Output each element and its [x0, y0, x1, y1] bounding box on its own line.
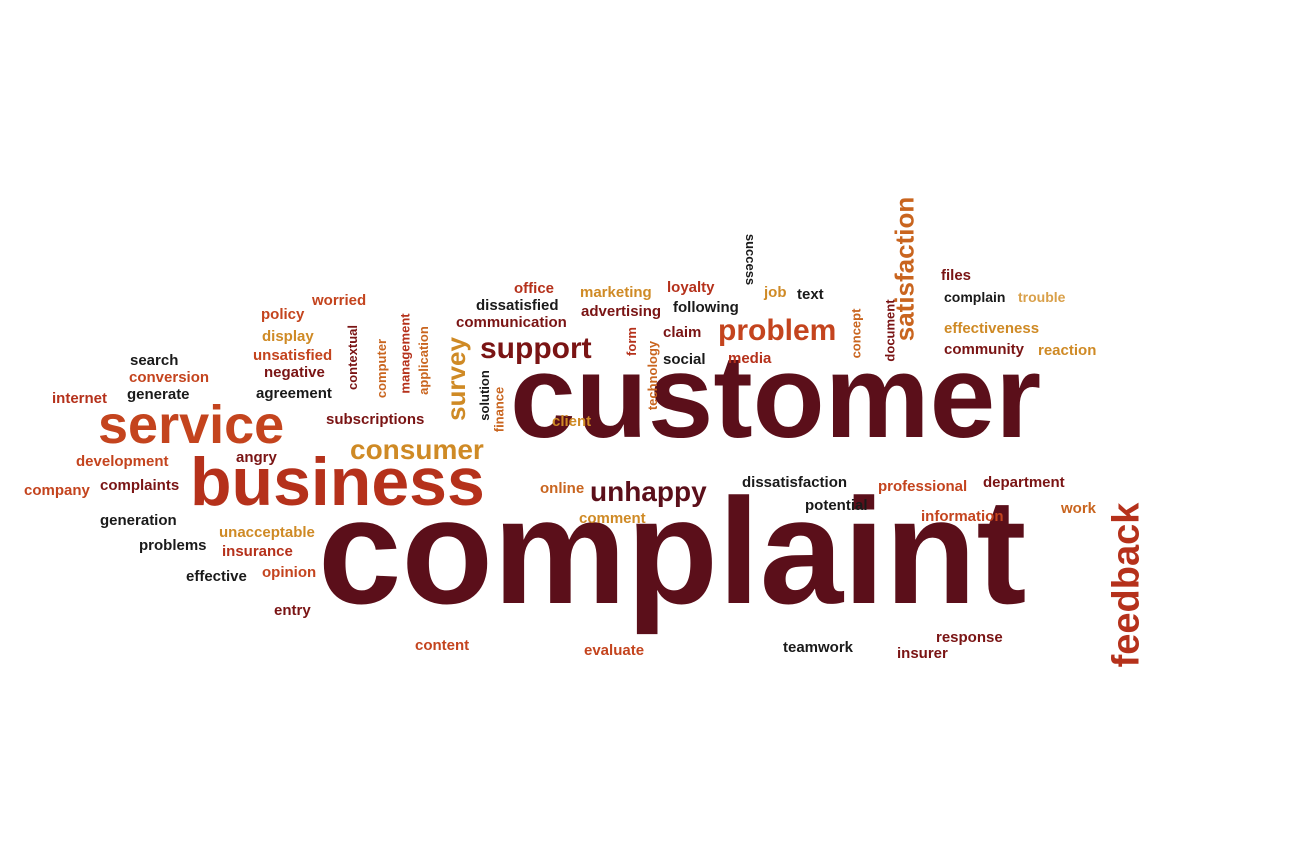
word-files: files [941, 267, 972, 284]
word-response: response [936, 629, 1003, 646]
word-following: following [673, 299, 739, 316]
word-unacceptable: unacceptable [219, 524, 315, 541]
word-online: online [540, 480, 585, 497]
word-loyalty: loyalty [667, 279, 715, 296]
word-business: business [190, 444, 485, 520]
word-work: work [1061, 500, 1097, 517]
word-evaluate: evaluate [584, 642, 645, 659]
word-information: information [921, 508, 1004, 525]
word-effective: effective [186, 568, 247, 585]
word-entry: entry [274, 602, 311, 619]
word-opinion: opinion [262, 564, 317, 581]
word-customer: customer [510, 331, 1042, 463]
word-subscriptions: subscriptions [326, 411, 425, 428]
word-community: community [944, 341, 1025, 358]
word-agreement: agreement [256, 385, 332, 402]
word-trouble: trouble [1018, 289, 1066, 305]
word-finance: finance [491, 386, 507, 433]
word-worried: worried [312, 292, 367, 309]
word-effectiveness: effectiveness [944, 320, 1040, 337]
word-marketing: marketing [580, 284, 652, 301]
word-job: job [764, 284, 787, 301]
word-social: social [663, 351, 706, 368]
word-display: display [262, 328, 314, 345]
word-dissatisfied: dissatisfied [476, 297, 559, 314]
word-policy: policy [261, 306, 305, 323]
word-reaction: reaction [1038, 342, 1097, 359]
word-media: media [728, 350, 772, 367]
word-complaints: complaints [100, 477, 180, 494]
word-potential: potential [805, 497, 868, 514]
word-communication: communication [456, 314, 567, 331]
word-professional: professional [878, 478, 968, 495]
word-application: application [415, 326, 431, 395]
word-unhappy: unhappy [590, 476, 707, 507]
word-advertising: advertising [581, 303, 662, 320]
word-computer: computer [374, 338, 390, 399]
word-text: text [797, 286, 824, 303]
word-consumer: consumer [350, 434, 484, 465]
word-unsatisfied: unsatisfied [253, 347, 333, 364]
word-survey: survey [440, 337, 471, 421]
word-problem: problem [718, 314, 837, 347]
word-negative: negative [264, 364, 325, 381]
word-teamwork: teamwork [783, 639, 854, 656]
word-insurer: insurer [897, 645, 948, 662]
word-success: success [743, 233, 759, 286]
word-complain: complain [944, 289, 1006, 305]
word-generation: generation [100, 512, 177, 529]
word-development: development [76, 453, 169, 470]
word-office: office [514, 280, 555, 297]
word-comment: comment [579, 510, 646, 527]
word-department: department [983, 474, 1065, 491]
word-problems: problems [139, 537, 207, 554]
word-content: content [415, 637, 470, 654]
word-solution: solution [476, 370, 492, 421]
word-feedback: feedback [1105, 502, 1148, 668]
word-conversion: conversion [129, 369, 210, 386]
word-generate: generate [127, 386, 190, 403]
word-dissatisfaction: dissatisfaction [742, 474, 848, 491]
word-management: management [397, 313, 413, 394]
word-claim: claim [663, 324, 702, 341]
word-concept: concept [848, 308, 864, 359]
word-angry: angry [236, 449, 277, 466]
word-support: support [480, 332, 592, 365]
word-insurance: insurance [222, 543, 293, 560]
word-search: search [130, 352, 179, 369]
word-complaint: complaint [318, 467, 1027, 635]
word-client: client [552, 413, 592, 430]
word-service: service [98, 395, 285, 455]
word-contextual: contextual [345, 324, 361, 391]
word-company: company [24, 482, 90, 499]
word-internet: internet [52, 390, 108, 407]
word-document: document [882, 299, 898, 362]
word-technology: technology [645, 340, 661, 411]
word-form: form [623, 327, 639, 356]
